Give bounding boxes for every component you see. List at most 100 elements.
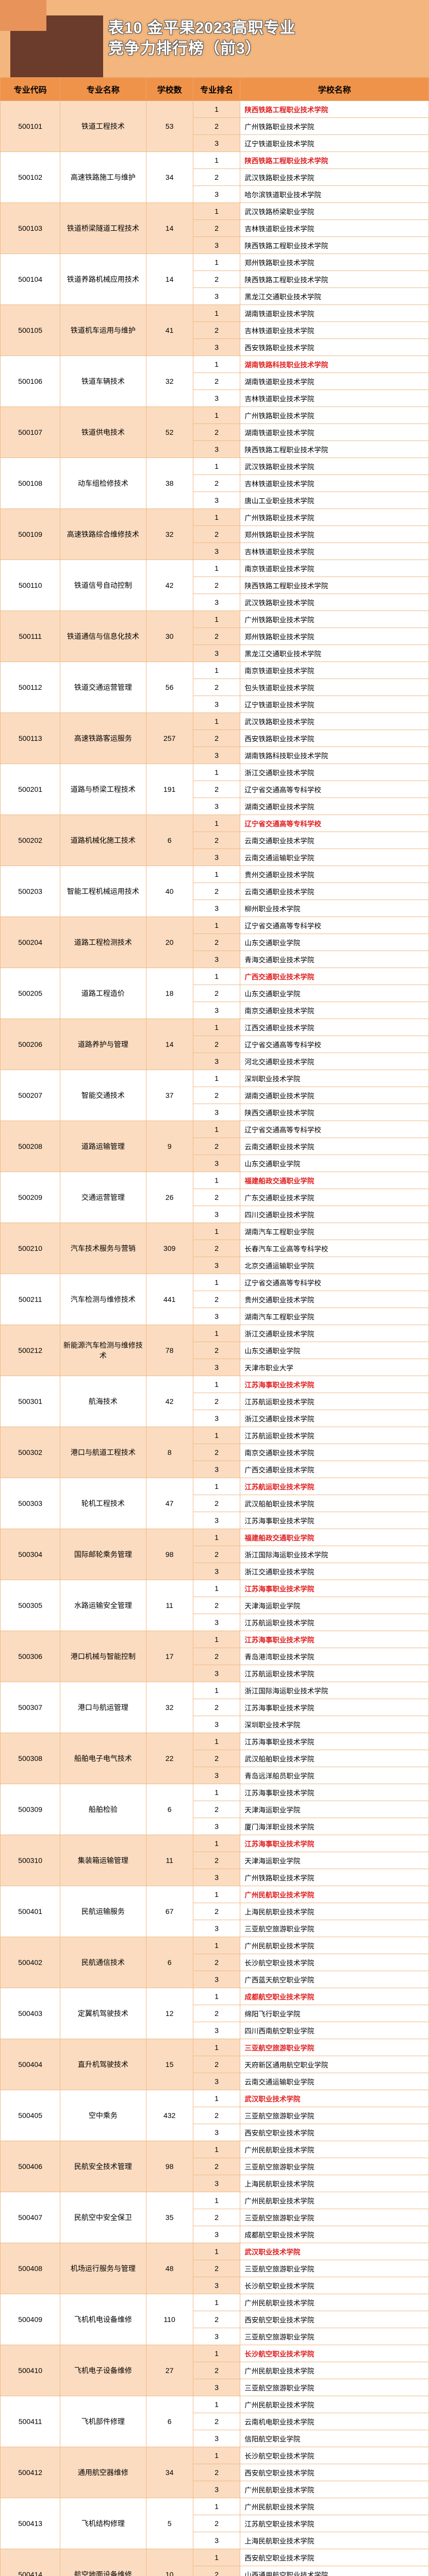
major-rank-cell: 3 xyxy=(193,1002,240,1019)
major-rank-cell: 1 xyxy=(193,203,240,220)
school-name-cell: 三亚航空旅游职业学院 xyxy=(240,2158,429,2175)
major-rank-cell: 1 xyxy=(193,1835,240,1852)
school-count-cell: 34 xyxy=(146,152,193,203)
major-name-cell: 飞机电子设备维修 xyxy=(60,2345,146,2396)
major-code-cell: 500302 xyxy=(1,1427,60,1478)
major-code-cell: 500211 xyxy=(1,1274,60,1325)
table-row: 500209 交通运营管理 26 1 福建船政交通职业学院 xyxy=(1,1172,429,1189)
table-row: 500110 铁道信号自动控制 42 1 南京铁道职业技术学院 xyxy=(1,560,429,577)
major-rank-cell: 2 xyxy=(193,934,240,951)
school-name-cell: 长沙航空职业技术学院 xyxy=(240,2447,429,2464)
school-count-cell: 441 xyxy=(146,1274,193,1325)
major-rank-cell: 1 xyxy=(193,1784,240,1801)
major-code-cell: 500110 xyxy=(1,560,60,611)
page-title-line1: 表10 金平果2023高职专业 xyxy=(108,18,295,39)
major-code-cell: 500407 xyxy=(1,2192,60,2243)
major-rank-cell: 1 xyxy=(193,1886,240,1903)
school-count-cell: 191 xyxy=(146,764,193,815)
school-name-cell: 云南交通运输职业学院 xyxy=(240,2073,429,2090)
school-name-cell: 郑州铁路职业技术学院 xyxy=(240,628,429,645)
school-count-cell: 52 xyxy=(146,407,193,458)
school-name-cell: 云南交通职业技术学院 xyxy=(240,832,429,849)
major-name-cell: 道路养护与管理 xyxy=(60,1019,146,1070)
major-rank-cell: 1 xyxy=(193,2090,240,2107)
school-name-cell: 天津海运职业学院 xyxy=(240,1801,429,1818)
school-name-cell: 四川交通职业技术学院 xyxy=(240,1206,429,1223)
school-name-cell: 信阳航空职业学院 xyxy=(240,2430,429,2447)
school-name-cell: 武汉铁路桥梁职业学院 xyxy=(240,203,429,220)
major-code-cell: 500405 xyxy=(1,2090,60,2141)
major-rank-cell: 3 xyxy=(193,2532,240,2549)
school-name-cell: 江苏航空职业技术学院 xyxy=(240,2515,429,2532)
major-rank-cell: 1 xyxy=(193,1019,240,1036)
school-name-cell: 江苏海事职业技术学院 xyxy=(240,1733,429,1750)
major-rank-cell: 2 xyxy=(193,1852,240,1869)
school-name-cell: 湖南交通职业技术学院 xyxy=(240,798,429,815)
school-name-cell: 吉林铁道职业技术学院 xyxy=(240,322,429,339)
school-name-cell: 江苏航运职业技术学院 xyxy=(240,1614,429,1631)
school-count-cell: 12 xyxy=(146,1988,193,2039)
school-name-cell: 广州铁路职业技术学院 xyxy=(240,407,429,424)
major-rank-cell: 1 xyxy=(193,1427,240,1444)
school-name-cell: 江苏海事职业技术学院 xyxy=(240,1784,429,1801)
major-name-cell: 机场运行服务与管理 xyxy=(60,2243,146,2294)
major-rank-cell: 3 xyxy=(193,951,240,968)
school-count-cell: 35 xyxy=(146,2192,193,2243)
school-name-cell: 湖南铁路科技职业技术学院 xyxy=(240,356,429,373)
school-name-cell: 湖南铁路科技职业技术学院 xyxy=(240,747,429,764)
table-row: 500403 定翼机驾驶技术 12 1 成都航空职业技术学院 xyxy=(1,1988,429,2005)
school-name-cell: 福建船政交通职业学院 xyxy=(240,1172,429,1189)
school-name-cell: 陕西铁路工程职业技术学院 xyxy=(240,101,429,118)
major-rank-cell: 1 xyxy=(193,407,240,424)
major-rank-cell: 2 xyxy=(193,1903,240,1920)
school-name-cell: 江西交通职业技术学院 xyxy=(240,1019,429,1036)
major-rank-cell: 3 xyxy=(193,186,240,203)
major-rank-cell: 2 xyxy=(193,832,240,849)
major-rank-cell: 1 xyxy=(193,1274,240,1291)
major-rank-cell: 1 xyxy=(193,662,240,679)
school-name-cell: 河北交通职业技术学院 xyxy=(240,1053,429,1070)
major-rank-cell: 3 xyxy=(193,747,240,764)
major-rank-cell: 1 xyxy=(193,764,240,781)
header-school: 学校名称 xyxy=(240,78,429,101)
school-name-cell: 广州民航职业技术学院 xyxy=(240,1886,429,1903)
major-rank-cell: 1 xyxy=(193,458,240,475)
major-code-cell: 500403 xyxy=(1,1988,60,2039)
table-row: 500310 集装箱运输管理 11 1 江苏海事职业技术学院 xyxy=(1,1835,429,1852)
major-rank-cell: 2 xyxy=(193,1036,240,1053)
major-code-cell: 500406 xyxy=(1,2141,60,2192)
major-code-cell: 500404 xyxy=(1,2039,60,2090)
major-rank-cell: 3 xyxy=(193,1155,240,1172)
school-name-cell: 山东交通职业学院 xyxy=(240,985,429,1002)
major-code-cell: 500307 xyxy=(1,1682,60,1733)
school-name-cell: 武汉职业技术学院 xyxy=(240,2090,429,2107)
major-name-cell: 铁道桥梁隧道工程技术 xyxy=(60,203,146,254)
school-name-cell: 广州民航职业技术学院 xyxy=(240,2141,429,2158)
major-rank-cell: 2 xyxy=(193,577,240,594)
school-name-cell: 江苏航运职业技术学院 xyxy=(240,1478,429,1495)
school-name-cell: 湖南交通职业技术学院 xyxy=(240,1087,429,1104)
school-name-cell: 江苏海事职业技术学院 xyxy=(240,1376,429,1393)
school-name-cell: 福建船政交通职业学院 xyxy=(240,1529,429,1546)
major-rank-cell: 2 xyxy=(193,424,240,441)
school-name-cell: 三亚航空旅游职业学院 xyxy=(240,2209,429,2226)
school-count-cell: 32 xyxy=(146,356,193,407)
table-row: 500207 智能交通技术 37 1 深圳职业技术学院 xyxy=(1,1070,429,1087)
school-name-cell: 成都航空职业技术学院 xyxy=(240,2226,429,2243)
school-name-cell: 四川西南航空职业学院 xyxy=(240,2022,429,2039)
major-code-cell: 500109 xyxy=(1,509,60,560)
school-name-cell: 广州铁路职业技术学院 xyxy=(240,118,429,135)
major-code-cell: 500210 xyxy=(1,1223,60,1274)
major-code-cell: 500308 xyxy=(1,1733,60,1784)
major-name-cell: 道路工程造价 xyxy=(60,968,146,1019)
major-rank-cell: 1 xyxy=(193,866,240,883)
school-count-cell: 11 xyxy=(146,1580,193,1631)
major-rank-cell: 3 xyxy=(193,900,240,917)
table-row: 500306 港口机械与智能控制 17 1 江苏海事职业技术学院 xyxy=(1,1631,429,1648)
major-name-cell: 港口与航道工程技术 xyxy=(60,1427,146,1478)
school-name-cell: 长沙航空职业技术学院 xyxy=(240,2345,429,2362)
school-name-cell: 西安航空职业技术学院 xyxy=(240,2549,429,2566)
table-row: 500305 水路运输安全管理 11 1 江苏海事职业技术学院 xyxy=(1,1580,429,1597)
school-name-cell: 广州铁路职业技术学院 xyxy=(240,509,429,526)
major-rank-cell: 1 xyxy=(193,1580,240,1597)
